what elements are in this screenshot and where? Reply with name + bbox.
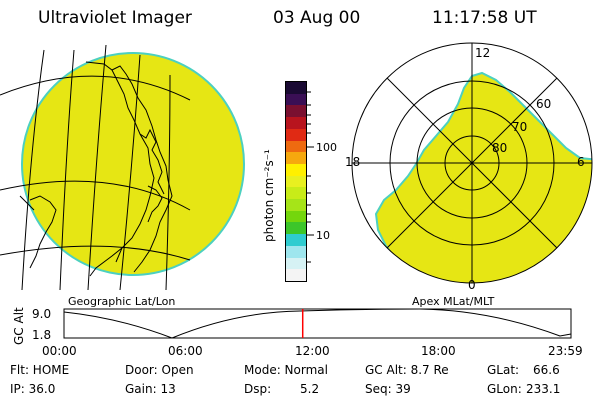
mlat-label-60: 60 bbox=[536, 97, 552, 111]
colorbar-band-13 bbox=[286, 234, 306, 246]
colorbar-tick-10: 10 bbox=[316, 229, 330, 242]
status-glat-value: 66.6 bbox=[533, 363, 560, 377]
status-glat-label: GLat: bbox=[487, 363, 520, 377]
status-seq: Seq: 39 bbox=[365, 382, 411, 396]
altitude-tick-1-8: 1.8 bbox=[32, 328, 52, 342]
mlat-label-80: 80 bbox=[492, 141, 508, 155]
colorbar-band-11 bbox=[286, 210, 306, 223]
apex-panel-label: Apex MLat/MLT bbox=[412, 295, 495, 308]
colorbar-band-15 bbox=[286, 257, 306, 270]
status-door: Door: Open bbox=[125, 363, 194, 377]
mlt-label-0: 0 bbox=[468, 278, 476, 292]
colorbar-band-14 bbox=[286, 245, 306, 258]
colorbar-band-16 bbox=[286, 269, 306, 281]
status-gc-alt: GC Alt: 8.7 Re bbox=[365, 363, 449, 377]
altitude-curve bbox=[63, 308, 572, 339]
lat-lon-grid bbox=[0, 44, 191, 290]
status-glon-label: GLon: bbox=[487, 382, 522, 396]
time-tick-2359: 23:59 bbox=[548, 344, 583, 358]
colorbar-band-10 bbox=[286, 199, 306, 211]
mlat-label-70: 70 bbox=[512, 120, 528, 134]
colorbar-band-0 bbox=[286, 82, 306, 94]
time-tick-1200: 12:00 bbox=[295, 344, 330, 358]
geo-panel-label: Geographic Lat/Lon bbox=[68, 295, 176, 308]
mlt-label-6: 6 bbox=[577, 155, 585, 169]
time-tick-0000: 00:00 bbox=[42, 344, 77, 358]
colorbar-band-7 bbox=[286, 163, 306, 176]
colorbar-tick-100: 100 bbox=[316, 141, 337, 154]
colorbar-band-5 bbox=[286, 140, 306, 153]
colorbar-band-4 bbox=[286, 128, 306, 141]
colorbar-band-6 bbox=[286, 152, 306, 164]
status-dsp-value: 5.2 bbox=[300, 382, 320, 396]
colorbar-gradient bbox=[285, 81, 307, 282]
coastline-outline bbox=[19, 61, 173, 277]
status-ip: IP: 36.0 bbox=[10, 382, 56, 396]
status-gain: Gain: 13 bbox=[125, 382, 176, 396]
colorbar-band-12 bbox=[286, 222, 306, 235]
time-tick-1800: 18:00 bbox=[421, 344, 456, 358]
colorbar-band-3 bbox=[286, 117, 306, 129]
status-dsp-label: Dsp: bbox=[244, 382, 272, 396]
observation-time: 11:17:58 UT bbox=[432, 8, 537, 28]
time-tick-0600: 06:00 bbox=[168, 344, 203, 358]
status-flight: Flt: HOME bbox=[10, 363, 70, 377]
aurora-emission-disk bbox=[21, 52, 245, 276]
colorbar-band-8 bbox=[286, 175, 306, 188]
colorbar-band-2 bbox=[286, 105, 306, 118]
mlt-label-18: 18 bbox=[345, 155, 361, 169]
colorbar-band-1 bbox=[286, 93, 306, 106]
status-glon-value: 233.1 bbox=[526, 382, 561, 396]
mlt-label-12: 12 bbox=[475, 46, 491, 60]
polar-grid bbox=[351, 42, 593, 284]
colorbar-band-9 bbox=[286, 187, 306, 200]
observation-date: 03 Aug 00 bbox=[273, 8, 361, 28]
altitude-tick-9: 9.0 bbox=[32, 307, 52, 321]
status-mode: Mode: Normal bbox=[244, 363, 328, 377]
altitude-plot-frame bbox=[63, 308, 572, 339]
instrument-title: Ultraviolet Imager bbox=[38, 8, 192, 28]
